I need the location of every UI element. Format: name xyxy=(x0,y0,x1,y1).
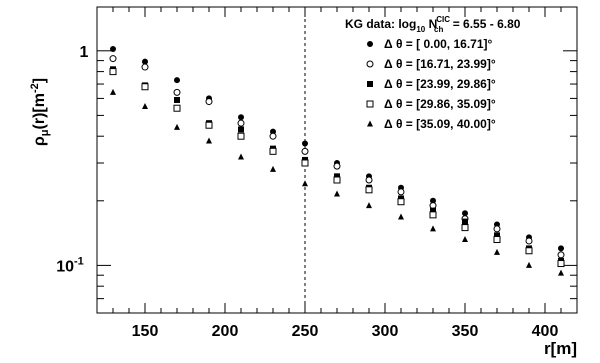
data-point-series-3 xyxy=(238,126,244,133)
legend-marker-1 xyxy=(367,41,373,47)
x-axis-label: r[m] xyxy=(544,339,577,358)
data-point-series-5 xyxy=(174,123,180,130)
legend-label-3: Δ θ = [23.99, 29.86]° xyxy=(384,77,496,91)
axis-ticks: 150 200 250 300 350 400 1 10-1 xyxy=(56,7,578,340)
data-point-series-5 xyxy=(270,165,276,172)
legend-label-2: Δ θ = [16.71, 23.99]° xyxy=(384,57,496,71)
data-point-series-4 xyxy=(173,104,181,112)
data-point-series-4 xyxy=(333,176,341,184)
data-point-series-5 xyxy=(526,261,532,268)
legend: KG data: log10 NCIC ch = 6.55 - 6.80 Δ θ … xyxy=(345,15,521,131)
data-points xyxy=(109,45,565,276)
legend-marker-5 xyxy=(367,120,373,127)
legend-label-4: Δ θ = [29.86, 35.09]° xyxy=(384,97,496,111)
y-tick-label: 1 xyxy=(80,44,89,61)
data-point-series-4 xyxy=(365,186,373,194)
data-point-series-2 xyxy=(301,147,309,155)
legend-marker-3 xyxy=(367,81,373,87)
data-point-series-1 xyxy=(462,210,468,217)
y-axis-label-close: ] xyxy=(31,78,48,83)
data-point-series-5 xyxy=(110,88,116,95)
data-point-series-5 xyxy=(558,269,564,276)
data-point-series-4 xyxy=(269,147,277,155)
x-tick-label: 150 xyxy=(132,323,159,340)
legend-marker-2 xyxy=(366,60,374,68)
data-point-series-2 xyxy=(525,237,533,245)
data-point-series-3 xyxy=(494,232,500,239)
data-point-series-4 xyxy=(237,132,245,140)
data-point-series-1 xyxy=(238,114,244,121)
data-point-series-2 xyxy=(333,162,341,170)
data-point-series-2 xyxy=(173,88,181,96)
data-point-series-1 xyxy=(110,45,116,52)
data-point-series-2 xyxy=(397,188,405,196)
data-point-series-4 xyxy=(141,83,149,91)
data-point-series-5 xyxy=(238,153,244,160)
data-point-series-5 xyxy=(366,202,372,209)
data-point-series-5 xyxy=(302,180,308,187)
data-point-series-4 xyxy=(493,236,501,244)
data-point-series-2 xyxy=(205,98,213,106)
data-point-series-2 xyxy=(109,55,117,63)
x-tick-label: 250 xyxy=(292,323,319,340)
legend-marker-4 xyxy=(366,100,374,108)
data-point-series-2 xyxy=(141,63,149,71)
data-point-series-4 xyxy=(525,247,533,255)
data-point-series-5 xyxy=(462,236,468,243)
data-point-series-4 xyxy=(461,224,469,232)
data-point-series-4 xyxy=(397,198,405,206)
data-point-series-1 xyxy=(430,197,436,204)
x-tick-label: 400 xyxy=(532,323,559,340)
data-point-series-5 xyxy=(334,190,340,197)
data-point-series-2 xyxy=(365,176,373,184)
data-point-series-2 xyxy=(269,132,277,140)
data-point-series-5 xyxy=(206,137,212,144)
x-tick-label: 300 xyxy=(372,323,399,340)
y-axis-label-exp: -2 xyxy=(29,83,41,93)
data-point-series-3 xyxy=(334,173,340,180)
data-point-series-5 xyxy=(398,213,404,220)
y-axis-label-tail: (r)[m xyxy=(31,93,48,129)
data-point-series-4 xyxy=(557,260,565,268)
data-point-series-4 xyxy=(109,68,117,76)
data-point-series-5 xyxy=(430,225,436,232)
data-point-series-5 xyxy=(142,103,148,110)
y-axis-label: ρμ(r)[m-2] xyxy=(29,78,51,146)
legend-label-1: Δ θ = [ 0.00, 16.71]° xyxy=(384,37,493,51)
data-point-series-4 xyxy=(205,121,213,129)
data-point-series-3 xyxy=(174,96,180,103)
data-point-series-1 xyxy=(174,77,180,84)
data-point-series-5 xyxy=(494,248,500,255)
y-tick-label: 10-1 xyxy=(56,255,84,275)
y-axis-label-text: ρμ(r)[m-2] xyxy=(29,78,51,146)
legend-title: KG data: log10 NCIC ch = 6.55 - 6.80 xyxy=(345,15,521,34)
x-tick-label: 350 xyxy=(452,323,479,340)
data-point-series-1 xyxy=(142,58,148,65)
y-axis-label-rho: ρ xyxy=(31,136,48,146)
data-point-series-2 xyxy=(493,225,501,233)
plot-frame xyxy=(96,6,578,314)
data-point-series-3 xyxy=(462,218,468,225)
data-point-series-4 xyxy=(429,211,437,219)
y-axis-label-mu: μ xyxy=(39,129,51,136)
x-tick-label: 200 xyxy=(212,323,239,340)
data-point-series-2 xyxy=(237,119,245,127)
data-point-series-4 xyxy=(301,159,309,167)
legend-label-5: Δ θ = [35.09, 40.00]° xyxy=(384,117,496,131)
data-point-series-2 xyxy=(557,251,565,259)
legend-entries: Δ θ = [ 0.00, 16.71]° Δ θ = [16.71, 23.99… xyxy=(366,37,496,131)
data-point-series-1 xyxy=(302,140,308,147)
data-point-series-1 xyxy=(558,245,564,252)
data-point-series-3 xyxy=(430,207,436,214)
